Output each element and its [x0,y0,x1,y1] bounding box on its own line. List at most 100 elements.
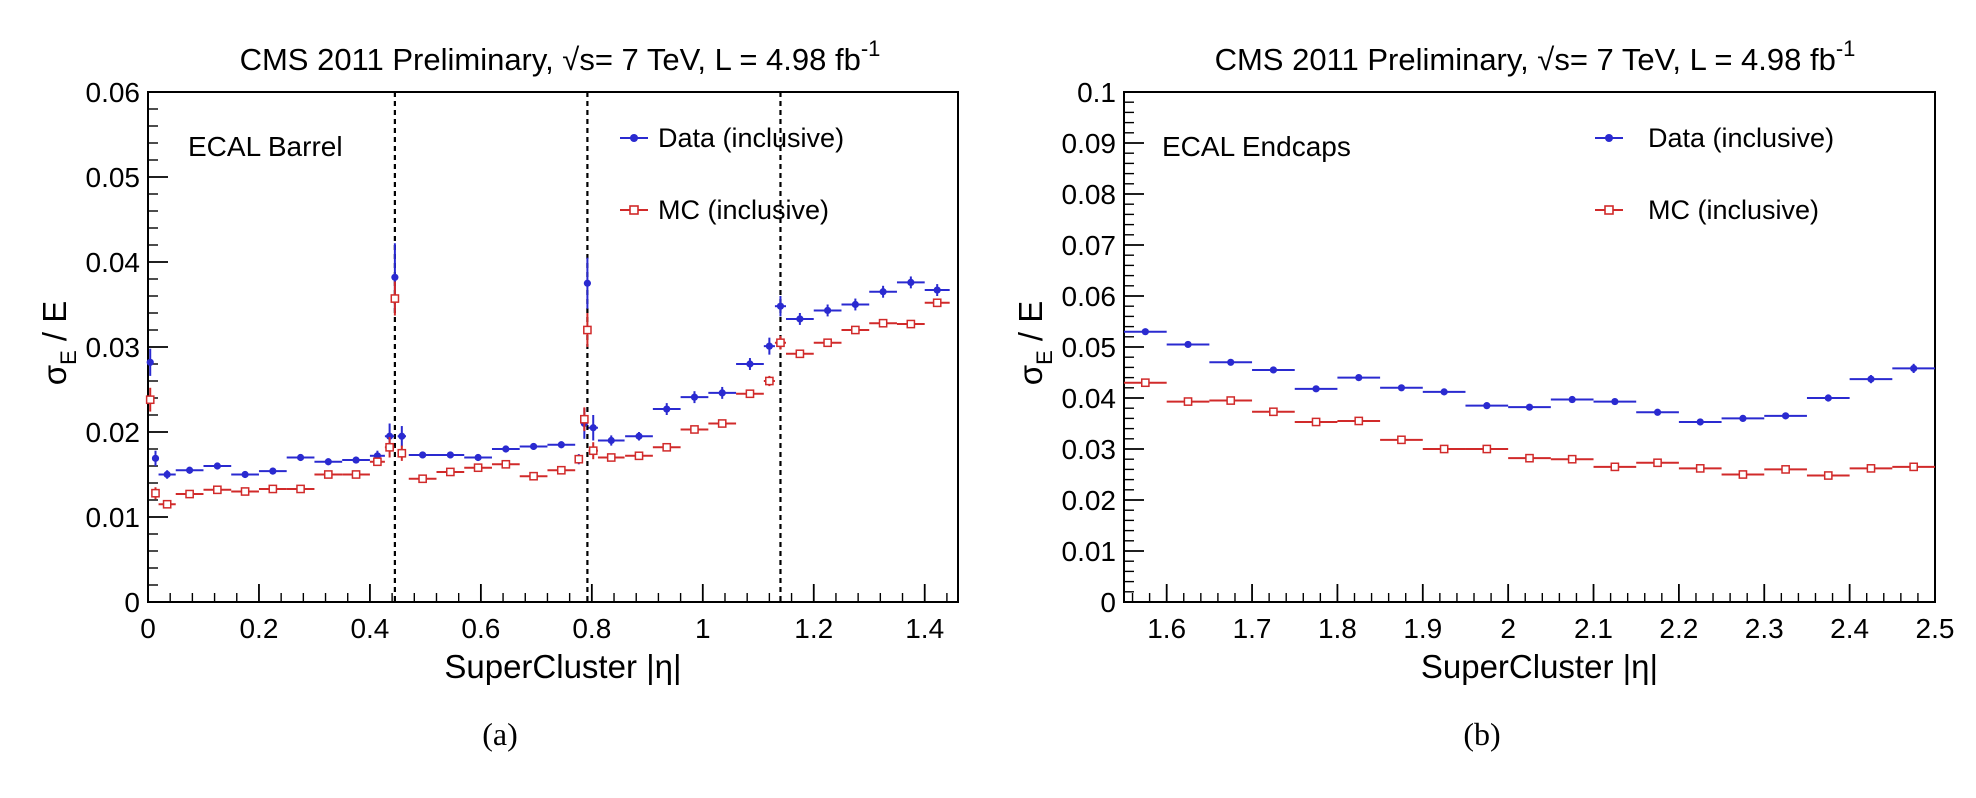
data-point [606,453,616,462]
y-tick-label: 0.03 [86,332,141,363]
series-1 [145,281,950,509]
data-point [690,425,699,434]
x-tick-label: 1.7 [1233,613,1272,644]
data-point [717,419,727,428]
data-point [323,470,333,479]
data-point [1695,464,1705,473]
data-point [1226,396,1236,405]
y-tick-label: 0.02 [1062,485,1117,516]
data-point [907,278,915,286]
x-tick-label: 1.4 [905,613,944,644]
y-tick-label: 0.08 [1062,179,1117,210]
data-point [589,424,597,432]
series-0 [1124,328,1935,426]
data-point [1227,358,1235,366]
data-point [851,300,859,309]
data-point [419,451,427,459]
data-point [933,286,941,294]
y-tick-label: 0.04 [86,247,141,278]
data-point [390,294,400,303]
y-axis-label-part: E [1032,350,1057,365]
y-tick-label: 0.07 [1062,230,1117,261]
x-tick-label: 0.6 [461,613,500,644]
data-point [556,465,566,475]
data-point [1653,408,1662,416]
data-point [151,454,160,462]
data-point [1482,444,1492,454]
data-point [1823,471,1833,480]
panel-caption: (b) [1463,716,1500,752]
legend-marker-circle [1605,134,1613,142]
data-point [213,462,221,470]
data-point [1611,397,1619,406]
data-point [373,457,382,467]
data-point [241,470,249,479]
x-tick-label: 0.4 [350,613,389,644]
data-point [351,470,361,479]
y-axis-label: σE / E [36,301,81,386]
data-point [1909,462,1919,472]
data-point [879,288,887,296]
data-point [1141,328,1149,336]
data-point [1311,417,1321,427]
y-tick-label: 0 [124,587,140,618]
data-point [1696,418,1704,426]
data-point [1525,453,1534,463]
y-axis-label-part: σ [1012,365,1049,385]
y-tick-label: 0.04 [1062,383,1117,414]
x-tick-label: 2.4 [1830,613,1869,644]
y-tick-label: 0.03 [1062,434,1117,465]
data-point [397,448,407,458]
x-tick-label: 2.2 [1659,613,1698,644]
x-tick-label: 1 [695,613,711,644]
data-point [418,474,427,484]
plot-title-text: CMS 2011 Preliminary, √s= 7 TeV, L = 4.9… [240,42,861,77]
data-point [1782,412,1790,420]
legend-marker-circle [630,134,638,142]
region-label: ECAL Endcaps [1162,131,1351,162]
x-tick-label: 1.8 [1318,613,1357,644]
y-axis-label-part: E [56,350,81,365]
plot-title: CMS 2011 Preliminary, √s= 7 TeV, L = 4.9… [1215,36,1856,77]
data-point [1312,385,1320,393]
plot-title: CMS 2011 Preliminary, √s= 7 TeV, L = 4.9… [240,36,881,77]
data-point [269,467,277,475]
data-point [1781,465,1790,474]
data-point [588,446,598,456]
data-point [296,453,305,462]
data-point [579,414,589,424]
data-point [851,325,860,335]
y-axis-label-part: / E [1012,301,1049,351]
y-tick-label: 0.06 [1062,281,1117,312]
data-point [473,463,483,473]
plot-frame [1123,91,1936,603]
data-point [268,484,278,494]
data-point [1824,394,1832,402]
data-point [162,499,172,509]
data-point [1866,464,1876,473]
data-point [607,436,615,445]
data-point [385,442,394,452]
data-point [212,485,222,495]
data-point [146,358,154,366]
data-point [1568,395,1576,404]
data-point [746,360,754,368]
plot-title-superscript: -1 [1836,36,1856,61]
data-point [1183,397,1193,406]
data-point [1184,340,1192,349]
y-tick-label: 0.09 [1062,128,1117,159]
data-point [765,342,773,350]
data-point [1738,470,1748,479]
data-point [932,298,942,308]
data-point [151,488,160,498]
data-point [718,389,726,397]
data-point [1653,458,1662,468]
data-point [796,315,804,323]
data-point [501,459,511,469]
series-1 [1124,378,1935,480]
data-point [1397,384,1406,392]
data-point [324,458,332,466]
x-tick-label: 0.8 [572,613,611,644]
y-tick-label: 0.05 [1062,332,1117,363]
